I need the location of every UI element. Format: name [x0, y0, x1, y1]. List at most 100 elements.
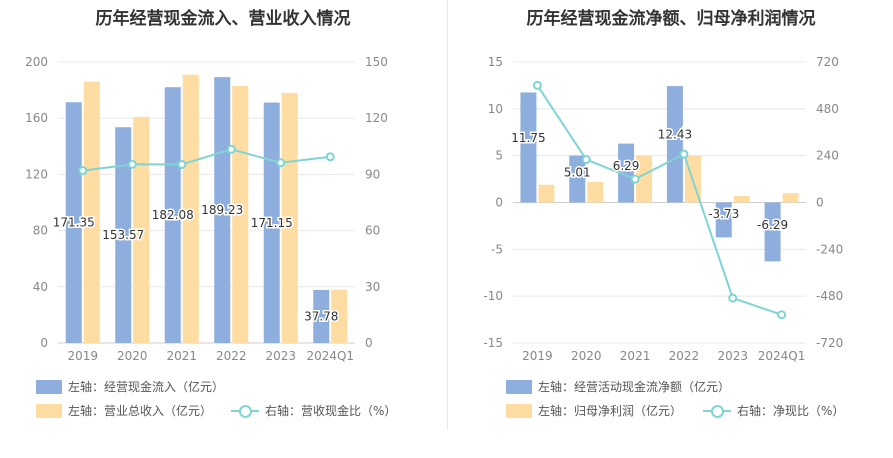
right-data-label: 5.01 [564, 166, 591, 180]
left-data-label: 171.15 [251, 216, 293, 230]
left-ratio-line [82, 148, 331, 172]
legend-right-bar1-label: 左轴：经营活动现金流净额（亿元） [538, 380, 731, 394]
left-bar-a [214, 77, 231, 344]
left-bar-b [83, 81, 100, 344]
left-data-label: 189.23 [201, 203, 243, 217]
right-bar-b [733, 195, 750, 203]
left-left-tick-label: 200 [25, 55, 48, 69]
right-x-tick-label: 2021 [620, 349, 651, 363]
left-right-tick-label: 0 [365, 336, 373, 350]
right-bar-a [569, 155, 586, 203]
right-left-tick-label: 15 [488, 55, 503, 69]
left-chart-panel: 历年经营现金流入、营业收入情况 0 40 80 120 160 200 0 30 60 90 120… [0, 0, 446, 458]
right-ratio-point [630, 174, 640, 184]
legend-right-bar1-swatch [506, 379, 532, 394]
legend-left-bar2-swatch [36, 403, 62, 418]
left-ratio-point [127, 159, 137, 169]
panel-divider [447, 0, 448, 430]
right-x-tick-label: 2020 [571, 349, 602, 363]
left-x-tick-label: 2021 [166, 349, 197, 363]
legend-left-bar2[interactable]: 左轴：营业总收入（亿元） [36, 402, 212, 420]
right-right-tick-label: 720 [816, 55, 839, 69]
right-bar-b [538, 184, 555, 203]
left-ratio-point [226, 144, 236, 154]
right-data-label: 6.29 [613, 159, 640, 173]
right-bar-b [782, 193, 799, 203]
legend-right-bar2-label: 左轴：归母净利润（亿元） [538, 404, 683, 418]
left-bar-a [313, 289, 330, 343]
left-bar-b [331, 289, 348, 343]
left-ratio-point [325, 152, 335, 162]
right-ratio-line [536, 84, 782, 316]
right-ratio-point [581, 155, 591, 165]
right-data-label: -3.73 [708, 207, 739, 221]
left-right-tick-label: 120 [365, 111, 388, 125]
left-left-tick-label: 120 [25, 167, 48, 181]
left-ratio-point [276, 158, 286, 168]
left-ratio-point [78, 166, 88, 176]
chart-title-left: 历年经营现金流入、营业收入情况 [95, 9, 351, 29]
legend-left-bar1[interactable]: 左轴：经营现金流入（亿元） [36, 378, 224, 396]
right-data-label: 11.75 [511, 131, 545, 145]
right-chart-plot: -15 -10 -5 0 5 10 15 -720 -480 -240 0 240 480 720 2019… [483, 55, 843, 363]
legend-right-bar2[interactable]: 左轴：归母净利润（亿元） [506, 402, 682, 420]
right-bar-b [587, 181, 604, 203]
legend-left-line-label: 右轴：营收现金比（%） [265, 404, 397, 418]
right-left-tick-label: -10 [483, 289, 503, 303]
legend-left-line-marker [231, 404, 259, 418]
legend-left-line[interactable]: 右轴：营收现金比（%） [231, 402, 396, 420]
left-data-label: 182.08 [152, 208, 194, 222]
left-data-label: 171.35 [53, 216, 95, 230]
right-bar-a [520, 92, 537, 203]
left-x-tick-label: 2019 [67, 349, 98, 363]
right-chart-panel: 历年经营现金流净额、归母净利润情况 -15 -10 -5 0 5 10 15 -720 -480… [449, 0, 893, 458]
left-right-tick-label: 150 [365, 55, 388, 69]
left-bar-b [133, 116, 150, 343]
right-x-tick-label: 2023 [717, 349, 748, 363]
legend-left-bar1-swatch [36, 379, 62, 394]
left-x-tick-label: 2024Q1 [306, 349, 354, 363]
left-bar-b [281, 92, 298, 343]
right-ratio-point [532, 80, 542, 90]
left-chart-plot: 0 40 80 120 160 200 0 30 60 90 120 150 2019 2020 2021 2… [25, 55, 388, 363]
right-bar-a [764, 202, 781, 262]
right-x-tick-label: 2019 [522, 349, 553, 363]
right-x-tick-label: 2022 [669, 349, 700, 363]
chart-title-right: 历年经营现金流净额、归母净利润情况 [526, 9, 816, 29]
right-right-tick-label: 240 [816, 149, 839, 163]
right-right-tick-label: 480 [816, 102, 839, 116]
left-right-tick-label: 60 [365, 224, 380, 238]
legend-right-bar1[interactable]: 左轴：经营活动现金流净额（亿元） [506, 378, 730, 396]
left-bar-a [164, 87, 181, 343]
right-left-tick-label: 5 [495, 149, 503, 163]
right-bar-b [636, 155, 653, 203]
right-left-tick-label: 10 [488, 102, 503, 116]
right-left-tick-label: -15 [483, 336, 503, 350]
right-data-label: -6.29 [757, 218, 788, 232]
right-x-tick-label: 2024Q1 [758, 349, 806, 363]
right-right-tick-label: -480 [816, 289, 843, 303]
right-bar-a [618, 143, 635, 203]
left-data-label: 37.78 [304, 309, 338, 323]
left-bar-a [263, 102, 280, 344]
left-ratio-point [177, 159, 187, 169]
right-left-tick-label: -5 [491, 242, 503, 256]
left-right-tick-label: 30 [365, 280, 380, 294]
left-left-tick-label: 0 [40, 336, 48, 350]
right-right-tick-label: 0 [816, 196, 824, 210]
right-left-tick-label: 0 [495, 196, 503, 210]
left-right-tick-label: 90 [365, 167, 380, 181]
left-bar-a [65, 102, 82, 343]
left-x-tick-label: 2020 [117, 349, 148, 363]
left-x-tick-label: 2023 [265, 349, 296, 363]
right-right-tick-label: -720 [816, 336, 843, 350]
left-left-tick-label: 40 [33, 280, 48, 294]
legend-left-bar2-label: 左轴：营业总收入（亿元） [68, 404, 213, 418]
left-data-label: 153.57 [102, 228, 144, 242]
legend-right-bar2-swatch [506, 403, 532, 418]
left-bar-b [182, 74, 199, 344]
legend-right-line-label: 右轴：净现比（%） [737, 404, 845, 418]
legend-right-line[interactable]: 右轴：净现比（%） [703, 402, 844, 420]
right-data-label: 12.43 [658, 127, 692, 141]
left-bar-a [115, 127, 132, 343]
